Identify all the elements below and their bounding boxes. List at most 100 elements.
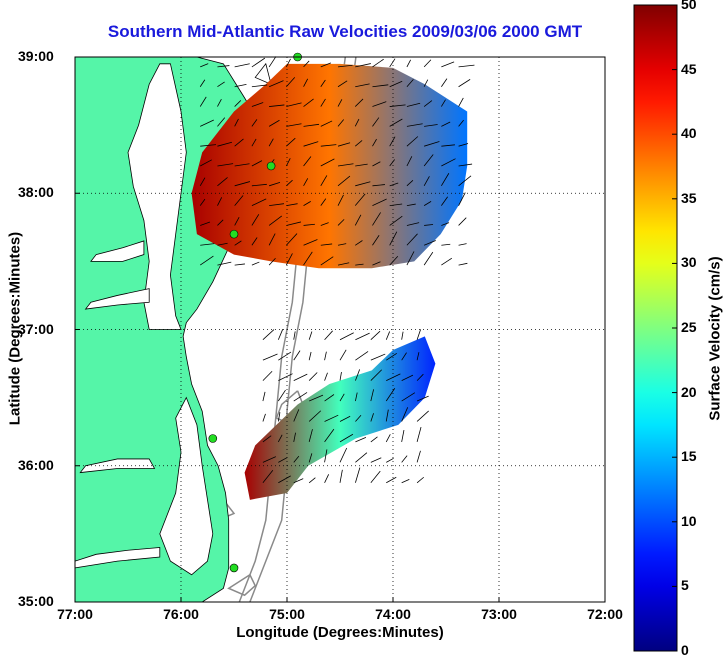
station-marker — [266, 161, 276, 171]
velocity-arrow — [441, 78, 448, 87]
velocity-arrow — [324, 474, 330, 483]
velocity-arrow — [355, 163, 368, 167]
bay-water — [84, 288, 150, 310]
velocity-arrow — [441, 99, 446, 107]
velocity-arrow — [339, 433, 354, 443]
velocity-arrow — [303, 60, 310, 68]
bathymetry-contour — [227, 574, 257, 597]
velocity-arrow — [389, 182, 399, 187]
velocity-arrow — [370, 330, 381, 341]
velocity-arrow — [324, 414, 339, 422]
velocity-arrow — [285, 253, 293, 266]
velocity-arrow — [286, 102, 302, 107]
velocity-arrow — [262, 469, 274, 484]
velocity-arrow — [441, 196, 448, 206]
velocity-arrow — [268, 119, 280, 127]
velocity-arrow — [355, 452, 368, 463]
velocity-arrow — [372, 138, 377, 147]
velocity-arrow — [424, 224, 434, 226]
velocity-arrow — [385, 331, 391, 340]
velocity-arrow — [293, 373, 308, 381]
velocity-arrow — [458, 192, 466, 206]
velocity-arrow — [406, 251, 415, 266]
velocity-arrow — [324, 449, 328, 463]
velocity-arrow — [308, 410, 322, 422]
velocity-arrow — [441, 243, 451, 246]
velocity-arrow — [278, 373, 293, 381]
velocity-arrow — [262, 435, 272, 443]
velocity-arrow — [251, 237, 258, 246]
velocity-arrow — [268, 138, 274, 147]
velocity-arrow — [199, 255, 214, 266]
velocity-arrow — [441, 173, 450, 187]
velocity-arrow — [458, 97, 464, 107]
velocity-arrow — [423, 251, 434, 266]
colorbar-tick-label: 50 — [681, 0, 697, 12]
velocity-arrow — [308, 453, 313, 463]
velocity-arrow — [286, 77, 296, 87]
bay-water — [159, 396, 214, 576]
velocity-arrow — [217, 98, 222, 107]
velocity-arrow — [303, 78, 309, 87]
velocity-arrow — [199, 79, 206, 87]
velocity-arrow — [401, 352, 407, 361]
velocity-arrow — [337, 80, 348, 88]
velocity-arrow — [458, 119, 464, 127]
velocity-arrow — [441, 222, 450, 226]
velocity-arrow — [200, 159, 212, 167]
velocity-arrow — [286, 137, 296, 147]
velocity-arrow — [385, 409, 389, 422]
velocity-arrow — [217, 141, 233, 147]
velocity-arrow — [251, 102, 264, 107]
velocity-arrow — [389, 58, 396, 68]
velocity-arrow — [251, 84, 268, 88]
velocity-arrow — [458, 64, 475, 68]
velocity-arrow — [309, 394, 324, 402]
velocity-arrow — [389, 80, 403, 88]
velocity-arrow — [324, 372, 328, 381]
velocity-arrow — [401, 455, 408, 463]
velocity-arrow — [320, 98, 326, 107]
velocity-arrow — [200, 221, 211, 226]
velocity-arrow — [251, 198, 267, 206]
velocity-arrow — [268, 56, 277, 68]
x-tick-label: 74:00 — [375, 606, 411, 622]
velocity-arrow — [234, 63, 250, 68]
velocity-arrow — [372, 161, 381, 167]
velocity-arrow — [355, 332, 370, 341]
velocity-arrow — [262, 456, 277, 463]
velocity-arrow — [386, 457, 394, 463]
velocity-arrow — [416, 352, 420, 361]
velocity-arrow — [200, 144, 217, 147]
velocity-arrow — [458, 217, 467, 226]
velocity-arrow — [423, 240, 436, 246]
velocity-arrow — [337, 175, 351, 187]
y-tick-label: 37:00 — [18, 320, 54, 337]
velocity-arrow — [401, 374, 414, 381]
velocity-arrow — [370, 413, 374, 422]
velocity-arrow — [441, 144, 455, 147]
velocity-arrow — [370, 353, 386, 361]
velocity-arrow — [401, 331, 404, 340]
velocity-arrow — [277, 389, 286, 402]
velocity-arrow — [406, 136, 419, 147]
station-marker — [208, 434, 218, 443]
velocity-arrow — [217, 242, 228, 246]
velocity-arrow — [389, 231, 398, 246]
velocity-arrow — [458, 262, 468, 266]
velocity-arrow — [262, 353, 278, 361]
velocity-arrow — [303, 98, 314, 107]
velocity-arrow — [293, 392, 308, 402]
velocity-arrow — [303, 123, 320, 127]
x-tick-label: 73:00 — [481, 606, 517, 622]
velocity-arrow — [268, 80, 284, 88]
velocity-arrow — [337, 64, 353, 68]
velocity-arrow — [303, 178, 309, 187]
velocity-arrow — [423, 79, 429, 87]
velocity-arrow — [262, 329, 275, 341]
velocity-arrow — [339, 332, 354, 341]
velocity-arrow — [354, 140, 363, 147]
velocity-arrow — [406, 123, 423, 127]
velocity-arrow — [217, 219, 224, 226]
velocity-arrow — [416, 476, 424, 484]
